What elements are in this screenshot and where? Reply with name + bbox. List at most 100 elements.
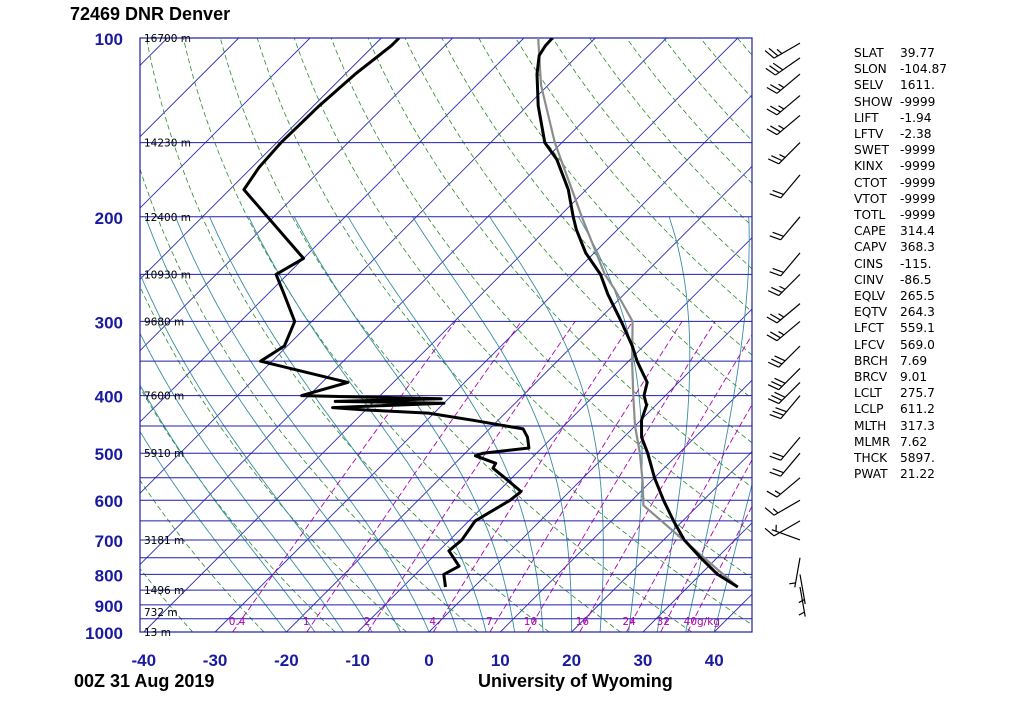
pressure-tick-label: 500	[95, 445, 123, 464]
index-value: -104.87	[900, 62, 948, 77]
height-label: 732 m	[144, 607, 178, 619]
temperature-axis-labels: -40 -30 -20 -10 0 10 20 30 40	[132, 651, 724, 670]
index-name: SWET	[854, 143, 889, 158]
height-label: 1496 m	[144, 585, 184, 597]
index-name: LFCT	[854, 321, 884, 336]
moist-adiabat-line	[175, 216, 430, 632]
pressure-tick-label: 100	[95, 30, 123, 49]
temperature-tick-label: -10	[345, 651, 370, 670]
index-name: MLMR	[854, 434, 891, 449]
wind-barb	[766, 73, 801, 94]
index-name: THCK	[854, 451, 888, 466]
isotherm-line	[140, 38, 382, 280]
index-name: CAPV	[854, 240, 887, 255]
index-value: 264.3	[900, 305, 935, 320]
wind-barb	[771, 524, 801, 541]
index-value: 559.1	[900, 321, 935, 336]
index-row-lift: LIFT -1.94	[854, 110, 947, 126]
mixing-ratio-line	[687, 505, 752, 632]
parcel-path	[537, 38, 739, 588]
wind-barb	[764, 42, 801, 59]
isotherm-line	[140, 38, 453, 352]
wind-barb	[764, 520, 801, 537]
index-row-mlth: MLTH 317.3	[854, 418, 947, 434]
wind-barb	[767, 381, 801, 405]
index-row-eqlv: EQLV 265.5	[854, 288, 947, 304]
index-value: -9999	[900, 94, 936, 109]
pressure-tick-label: 700	[95, 532, 123, 551]
wind-barb	[766, 477, 801, 498]
index-value: -9999	[900, 159, 936, 174]
dry-adiabat-line	[663, 38, 752, 142]
moist-adiabat-line	[489, 216, 604, 632]
index-value: -9999	[900, 175, 936, 190]
height-label: 9680 m	[144, 316, 184, 328]
pressure-tick-label: 300	[95, 313, 123, 332]
index-value: 7.62	[900, 434, 928, 449]
index-name: EQTV	[854, 305, 888, 320]
pressure-tick-label: 600	[95, 492, 123, 511]
index-name: LCLT	[854, 386, 882, 401]
mixing-ratio-label: 40g/kg	[684, 616, 720, 628]
data-source: University of Wyoming	[478, 671, 673, 691]
isotherm-line	[499, 379, 752, 632]
index-name: VTOT	[854, 191, 887, 206]
stability-indices-panel: SLAT 39.77 SLON -104.87 SELV 1611. SHOW -9999 LI…	[854, 45, 947, 482]
index-value: 569.0	[900, 337, 935, 352]
pressure-tick-label: 400	[95, 388, 123, 407]
wind-barb	[767, 142, 801, 165]
temperature-tick-label: 40	[705, 651, 724, 670]
index-row-cins: CINS -115.	[854, 256, 947, 272]
moist-adiabat-line	[656, 216, 691, 632]
dry-adiabat-line	[140, 479, 265, 632]
height-label: 12400 m	[144, 212, 191, 224]
index-row-eqtv: EQTV 264.3	[854, 304, 947, 320]
index-value: -115.	[900, 256, 932, 271]
index-value: 265.5	[900, 289, 935, 304]
index-name: LCLP	[854, 402, 884, 417]
mixing-ratio-line	[367, 321, 576, 632]
index-value: -9999	[900, 208, 936, 223]
index-name: BRCH	[854, 353, 888, 368]
index-row-totl: TOTL -9999	[854, 207, 947, 223]
isotherm-line	[143, 38, 739, 632]
index-value: 368.3	[900, 240, 935, 255]
index-row-brch: BRCH 7.69	[854, 353, 947, 369]
plot-frame	[139, 37, 753, 633]
isotherm-line	[140, 38, 596, 494]
pressure-tick-label: 200	[95, 209, 123, 228]
height-label: 7600 m	[144, 391, 184, 403]
index-name: CTOT	[854, 175, 887, 190]
frame-border	[139, 37, 753, 633]
index-name: BRCV	[854, 370, 888, 385]
mixing-ratio-label: 0.4	[229, 616, 246, 628]
index-row-cinv: CINV -86.5	[854, 272, 947, 288]
height-label: 16700 m	[144, 33, 191, 45]
index-value: 314.4	[900, 224, 935, 239]
height-label: 3181 m	[144, 535, 184, 547]
index-row-lclt: LCLT 275.7	[854, 385, 947, 401]
index-row-slat: SLAT 39.77	[854, 45, 947, 61]
mixing-ratio-label: 32	[657, 616, 670, 628]
moist-adiabat-line	[578, 216, 643, 632]
index-row-brcv: BRCV 9.01	[854, 369, 947, 385]
mixing-ratio-label: 16	[576, 616, 590, 628]
mixing-ratio-label: 7	[486, 616, 493, 628]
index-name: KINX	[854, 159, 884, 174]
index-value: 21.22	[900, 467, 935, 482]
mixing-ratio-label: 4	[429, 616, 436, 628]
mixing-ratio-line	[232, 321, 456, 632]
isotherm-line	[0, 38, 96, 632]
temperature-tick-label: 10	[491, 651, 510, 670]
wind-barb	[789, 557, 801, 588]
pressure-tick-label: 900	[95, 597, 123, 616]
mixing-ratio-grid	[232, 321, 752, 632]
index-row-mlmr: MLMR 7.62	[854, 434, 947, 450]
mixing-ratio-label: 24	[622, 616, 636, 628]
index-name: LFCV	[854, 337, 885, 352]
temperature-tick-label: -20	[274, 651, 299, 670]
dry-adiabat-line	[515, 38, 752, 313]
height-labels: 16700 m 14230 m 12400 m 10930 m 9680 m 7600 m…	[144, 33, 191, 639]
index-name: SELV	[854, 78, 884, 93]
index-row-capv: CAPV 368.3	[854, 239, 947, 255]
